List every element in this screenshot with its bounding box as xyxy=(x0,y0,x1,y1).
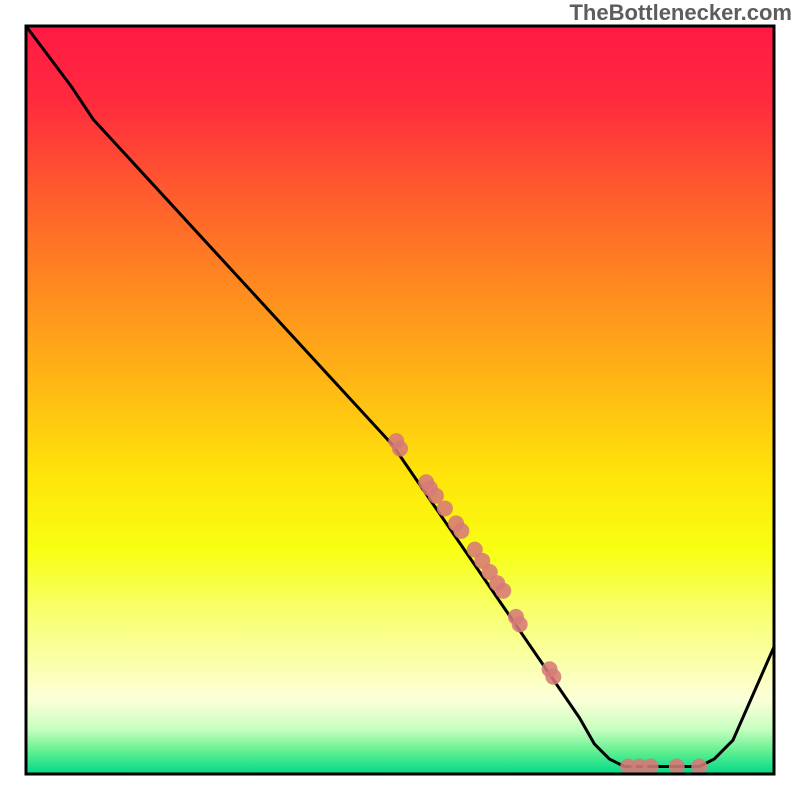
scatter-marker xyxy=(453,523,469,539)
scatter-marker xyxy=(495,583,511,599)
attribution-text: TheBottlenecker.com xyxy=(569,0,792,26)
scatter-marker xyxy=(691,759,707,775)
chart-container: { "attribution": "TheBottlenecker.com", … xyxy=(0,0,800,800)
chart-background xyxy=(26,26,774,774)
scatter-marker xyxy=(545,669,561,685)
scatter-marker xyxy=(392,441,408,457)
scatter-marker xyxy=(437,500,453,516)
scatter-marker xyxy=(512,616,528,632)
scatter-marker xyxy=(669,759,685,775)
scatter-marker xyxy=(643,759,659,775)
chart-svg xyxy=(0,0,800,800)
